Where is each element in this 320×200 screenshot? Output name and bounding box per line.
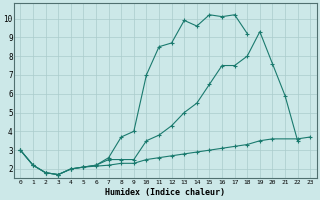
X-axis label: Humidex (Indice chaleur): Humidex (Indice chaleur) bbox=[105, 188, 225, 197]
